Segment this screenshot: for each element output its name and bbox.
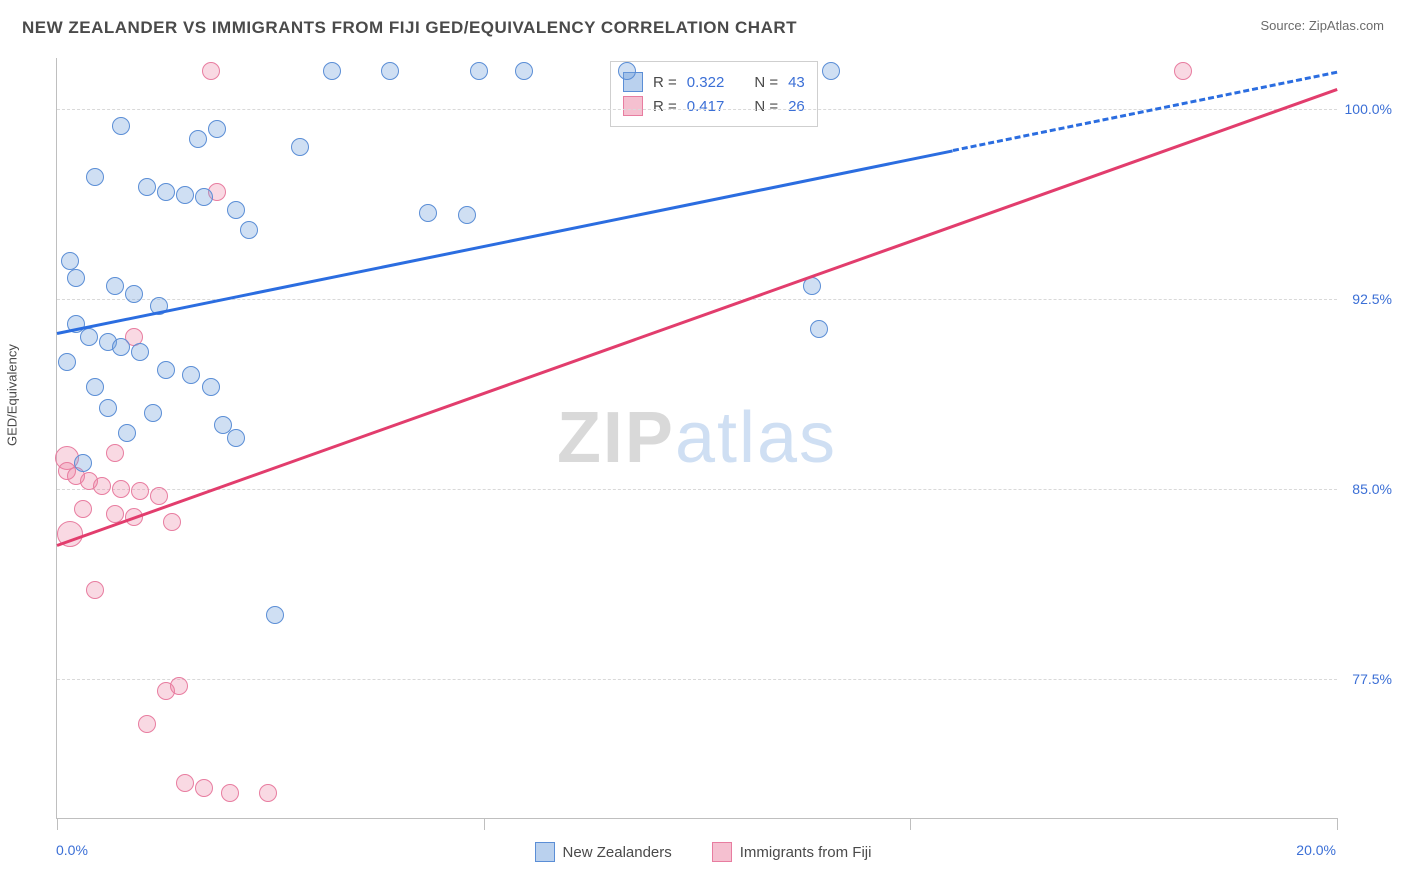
data-point-a: [822, 62, 840, 80]
y-tick-label: 77.5%: [1352, 671, 1392, 687]
x-tick: [910, 818, 911, 830]
data-point-a: [291, 138, 309, 156]
data-point-b: [86, 581, 104, 599]
legend-swatch: [712, 842, 732, 862]
data-point-a: [618, 62, 636, 80]
legend-label: Immigrants from Fiji: [740, 844, 872, 861]
data-point-a: [106, 277, 124, 295]
data-point-b: [106, 444, 124, 462]
data-point-a: [86, 378, 104, 396]
gridline-h: [57, 679, 1337, 680]
y-tick-label: 85.0%: [1352, 481, 1392, 497]
stat-r-value: 0.322: [687, 74, 725, 91]
data-point-a: [323, 62, 341, 80]
data-point-a: [419, 204, 437, 222]
stat-n-value: 43: [788, 74, 805, 91]
data-point-a: [458, 206, 476, 224]
data-point-a: [61, 252, 79, 270]
data-point-a: [144, 404, 162, 422]
data-point-a: [189, 130, 207, 148]
stat-n-label: N =: [754, 74, 778, 91]
data-point-a: [176, 186, 194, 204]
data-point-b: [259, 784, 277, 802]
data-point-a: [195, 188, 213, 206]
chart-header: NEW ZEALANDER VS IMMIGRANTS FROM FIJI GE…: [22, 18, 1384, 38]
data-point-a: [118, 424, 136, 442]
data-point-a: [112, 338, 130, 356]
data-point-b: [138, 715, 156, 733]
legend-bottom: New Zealanders Immigrants from Fiji: [0, 842, 1406, 862]
y-axis-label: GED/Equivalency: [5, 344, 20, 446]
stats-box: R = 0.322 N = 43 R = 0.417 N = 26: [610, 61, 818, 127]
y-tick-label: 100.0%: [1345, 101, 1392, 117]
data-point-a: [266, 606, 284, 624]
data-point-b: [163, 513, 181, 531]
stats-row: R = 0.417 N = 26: [623, 96, 805, 116]
watermark-zip: ZIP: [557, 398, 675, 478]
watermark: ZIPatlas: [557, 397, 837, 479]
data-point-b: [112, 480, 130, 498]
data-point-a: [67, 269, 85, 287]
data-point-b: [93, 477, 111, 495]
trend-line: [56, 88, 1337, 547]
data-point-a: [182, 366, 200, 384]
gridline-h: [57, 489, 1337, 490]
data-point-b: [170, 677, 188, 695]
data-point-a: [125, 285, 143, 303]
x-tick: [484, 818, 485, 830]
data-point-a: [202, 378, 220, 396]
data-point-b: [176, 774, 194, 792]
chart-source: Source: ZipAtlas.com: [1260, 18, 1384, 33]
stat-r-value: 0.417: [687, 98, 725, 115]
legend-swatch: [623, 96, 643, 116]
data-point-a: [58, 353, 76, 371]
legend-label: New Zealanders: [563, 844, 672, 861]
data-point-a: [381, 62, 399, 80]
data-point-a: [240, 221, 258, 239]
data-point-b: [74, 500, 92, 518]
data-point-a: [157, 361, 175, 379]
stat-n-label: N =: [754, 98, 778, 115]
data-point-a: [80, 328, 98, 346]
data-point-b: [221, 784, 239, 802]
trend-line: [57, 149, 954, 335]
data-point-a: [157, 183, 175, 201]
data-point-a: [74, 454, 92, 472]
data-point-a: [208, 120, 226, 138]
x-tick: [57, 818, 58, 830]
data-point-a: [131, 343, 149, 361]
data-point-b: [150, 487, 168, 505]
data-point-a: [138, 178, 156, 196]
data-point-a: [515, 62, 533, 80]
stats-row: R = 0.322 N = 43: [623, 72, 805, 92]
chart-title: NEW ZEALANDER VS IMMIGRANTS FROM FIJI GE…: [22, 18, 797, 38]
data-point-a: [99, 399, 117, 417]
watermark-atlas: atlas: [675, 398, 837, 478]
data-point-a: [227, 429, 245, 447]
legend-swatch: [535, 842, 555, 862]
data-point-b: [202, 62, 220, 80]
x-tick: [1337, 818, 1338, 830]
data-point-b: [1174, 62, 1192, 80]
data-point-a: [86, 168, 104, 186]
data-point-a: [227, 201, 245, 219]
stat-n-value: 26: [788, 98, 805, 115]
data-point-b: [195, 779, 213, 797]
legend-item: Immigrants from Fiji: [712, 842, 872, 862]
gridline-h: [57, 299, 1337, 300]
data-point-a: [470, 62, 488, 80]
data-point-a: [810, 320, 828, 338]
data-point-a: [112, 117, 130, 135]
stat-r-label: R =: [653, 98, 677, 115]
y-tick-label: 92.5%: [1352, 291, 1392, 307]
stat-r-label: R =: [653, 74, 677, 91]
data-point-b: [131, 482, 149, 500]
plot-area: ZIPatlas R = 0.322 N = 43 R = 0.417 N = 26: [56, 58, 1337, 819]
legend-item: New Zealanders: [535, 842, 672, 862]
